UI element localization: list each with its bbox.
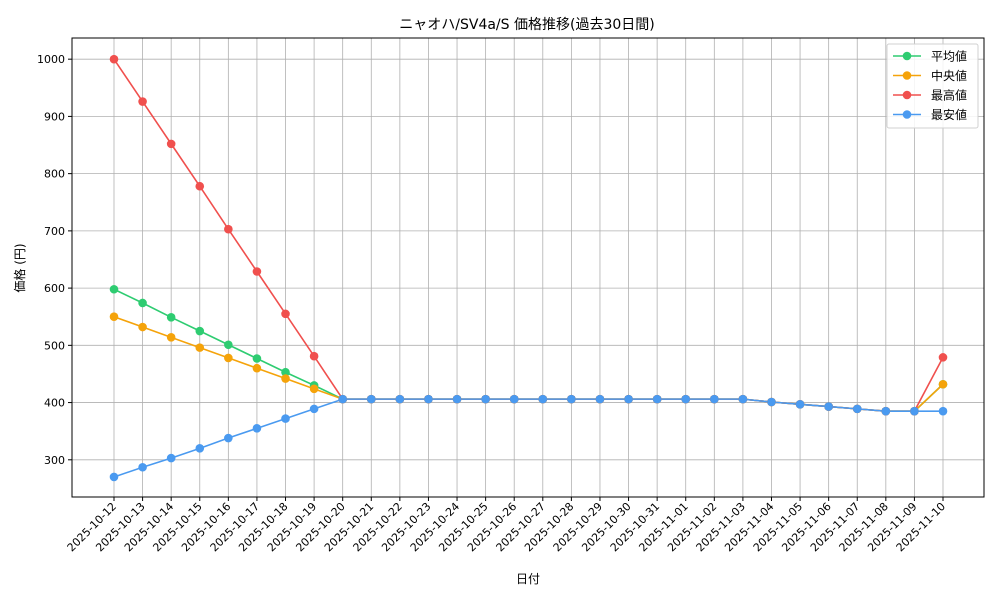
data-point	[281, 374, 290, 383]
data-point	[224, 433, 233, 443]
data-point	[224, 353, 233, 363]
y-axis-ticks: 300 400 500 600 700 800 900 1000	[37, 53, 72, 467]
data-point	[166, 139, 176, 149]
data-point	[195, 343, 205, 352]
data-point	[166, 453, 176, 463]
data-point	[938, 353, 948, 362]
data-point	[624, 394, 633, 404]
legend-label-2: 最高値	[931, 88, 967, 103]
data-point	[309, 351, 319, 361]
data-point	[281, 309, 290, 319]
legend-marker-2	[902, 90, 912, 100]
data-point	[252, 363, 262, 373]
data-point	[224, 340, 233, 350]
data-point	[138, 298, 147, 308]
data-point	[538, 394, 548, 404]
legend-label-0: 平均値	[931, 49, 967, 64]
data-point	[681, 394, 691, 404]
data-point	[281, 367, 290, 377]
series-line-0	[113, 288, 944, 412]
series-lines	[113, 58, 944, 478]
grid	[72, 38, 984, 497]
series-points	[109, 54, 948, 482]
x-axis-ticks: 2025-10-122025-10-132025-10-142025-10-15…	[65, 497, 948, 554]
legend-label-3: 最安値	[931, 107, 967, 122]
data-point	[195, 181, 205, 191]
y-tick-label: 800	[44, 168, 65, 181]
data-point	[481, 394, 490, 404]
series-line-1	[113, 315, 944, 412]
data-point	[195, 326, 205, 336]
data-point	[567, 394, 576, 404]
data-point	[138, 462, 147, 472]
data-point	[252, 354, 262, 363]
data-point	[595, 394, 605, 404]
data-point	[252, 424, 262, 433]
data-point	[452, 394, 462, 404]
legend-box	[886, 43, 979, 129]
data-point	[881, 406, 891, 416]
data-point	[395, 394, 405, 404]
data-point	[767, 397, 776, 407]
data-point	[109, 284, 119, 294]
data-point	[366, 394, 376, 404]
data-point	[224, 224, 233, 234]
y-tick-label: 900	[44, 110, 65, 123]
legend-marker-0	[902, 51, 912, 61]
y-tick-label: 600	[44, 282, 65, 295]
series-line-3	[113, 398, 943, 478]
data-point	[938, 406, 948, 416]
data-point	[109, 472, 119, 482]
y-tick-label: 300	[44, 454, 65, 467]
y-tick-label: 700	[44, 225, 65, 238]
data-point	[795, 399, 805, 409]
data-point	[309, 404, 319, 414]
data-point	[166, 312, 176, 322]
data-point	[338, 394, 347, 404]
plot-frame	[71, 37, 985, 498]
data-point	[309, 384, 319, 394]
data-point	[166, 333, 176, 342]
chart-title: ニャオハ/SV4a/S 価格推移(過去30日間)	[399, 17, 654, 33]
series-line-2	[113, 58, 944, 412]
data-point	[910, 406, 919, 416]
data-point	[109, 54, 119, 64]
data-point	[252, 267, 262, 276]
data-point	[109, 312, 119, 322]
data-point	[424, 394, 433, 404]
data-point	[852, 404, 862, 414]
legend-label-1: 中央値	[931, 68, 967, 83]
y-tick-label: 400	[44, 397, 65, 410]
data-point	[938, 379, 948, 389]
legend-marker-3	[902, 110, 912, 119]
data-point	[652, 394, 662, 404]
data-point	[738, 394, 748, 404]
legend-marker-1	[902, 71, 912, 80]
data-point	[195, 444, 205, 453]
data-point	[281, 414, 290, 423]
data-point	[138, 97, 147, 106]
y-axis-label: 価格 (円)	[12, 243, 27, 292]
data-point	[824, 402, 833, 411]
y-tick-label: 500	[44, 339, 65, 352]
y-tick-label: 1000	[37, 53, 65, 66]
x-axis-label: 日付	[516, 572, 540, 586]
data-point	[509, 394, 519, 404]
data-point	[710, 394, 719, 404]
data-point	[138, 322, 147, 332]
